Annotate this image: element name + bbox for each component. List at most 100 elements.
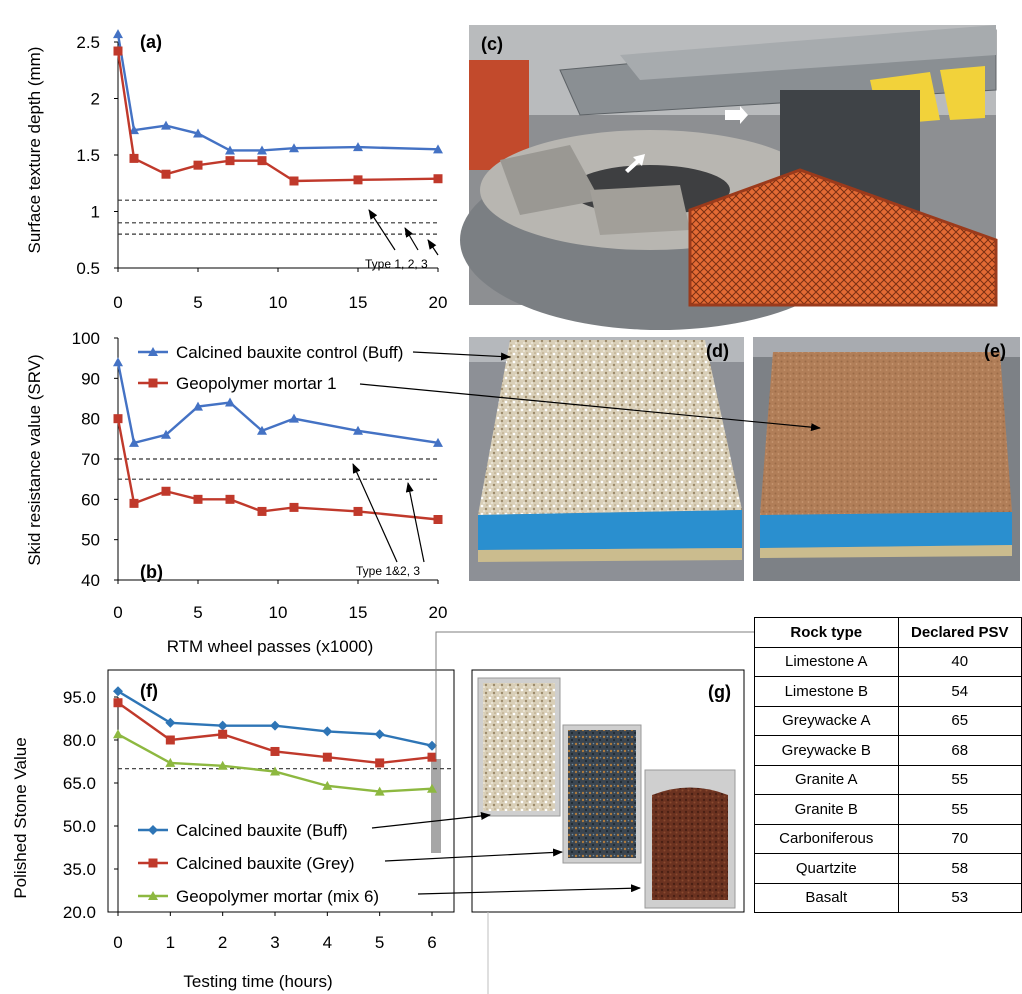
- f-series-2-point: [322, 780, 333, 790]
- b-series-1-point: [353, 506, 363, 516]
- b-series-1-point: [129, 498, 139, 508]
- f-series-1-point: [218, 729, 228, 739]
- a-series-0-point: [161, 120, 171, 130]
- f-series-0-point: [374, 729, 385, 740]
- f-series-1-point: [270, 746, 280, 756]
- f-legend-label: Calcined bauxite (Buff): [176, 821, 348, 840]
- f-x-tick-label: 6: [427, 933, 436, 952]
- a-y-tick-label: 1: [91, 203, 100, 222]
- f-series-2-point: [427, 783, 437, 793]
- b-threshold-annotation: Type 1&2, 3: [356, 564, 420, 578]
- psv-table-header-declared-psv: Declared PSV: [897, 617, 1022, 648]
- panel-d-label: (d): [706, 341, 729, 361]
- panel-c-label: (c): [481, 34, 503, 54]
- b-series-0-point: [193, 401, 203, 411]
- b-series-0-point: [289, 413, 299, 423]
- panel-e-label: (e): [984, 341, 1006, 361]
- rock-type-cell: Granite A: [754, 764, 899, 795]
- f-x-tick-label: 3: [270, 933, 279, 952]
- psv-cell: 65: [897, 705, 1022, 736]
- a-x-tick-label: 15: [349, 293, 368, 312]
- f-x-tick-label: 0: [113, 933, 122, 952]
- table-row: Granite A 55: [754, 764, 1022, 795]
- f-series-0-point: [217, 720, 228, 731]
- a-y-tick-label: 0.5: [76, 259, 100, 278]
- b-y-tick-label: 80: [81, 410, 100, 429]
- f-y-tick-label: 95.0: [63, 688, 96, 707]
- b-series-1-point: [113, 414, 123, 424]
- f-legend-label: Geopolymer mortar (mix 6): [176, 887, 379, 906]
- f-series-2-point: [270, 766, 280, 776]
- rock-type-cell: Greywacke B: [754, 735, 899, 766]
- f-legend-label: Calcined bauxite (Grey): [176, 854, 355, 873]
- a-series-0-line: [116, 33, 439, 152]
- f-series-1-point: [375, 758, 385, 768]
- psv-cell: 40: [897, 646, 1022, 677]
- psv-table: Rock type Declared PSV Limestone A 40 Lim…: [754, 617, 1022, 913]
- a-y-tick-label: 2: [91, 90, 100, 109]
- b-series-1-point: [161, 486, 171, 496]
- b-panel-label: (b): [140, 562, 163, 582]
- b-series-0-point: [433, 437, 443, 447]
- a-series-1-point: [161, 169, 171, 179]
- f-x-tick-label: 4: [323, 933, 332, 952]
- rock-type-cell: Limestone A: [754, 646, 899, 677]
- a-y-tick-label: 1.5: [76, 146, 100, 165]
- b-series-1-point: [257, 506, 267, 516]
- f-y-tick-label: 65.0: [63, 774, 96, 793]
- a-series-1-point: [225, 156, 235, 166]
- rock-type-cell: Granite B: [754, 794, 899, 825]
- b-y-tick-label: 40: [81, 571, 100, 590]
- psv-cell: 53: [897, 882, 1022, 913]
- table-row: Limestone B 54: [754, 676, 1022, 707]
- b-y-tick-label: 90: [81, 369, 100, 388]
- f-panel-label: (f): [140, 681, 158, 701]
- a-series-1-point: [129, 153, 139, 163]
- f-series-2-point: [113, 729, 123, 739]
- f-x-tick-label: 2: [218, 933, 227, 952]
- rock-type-cell: Greywacke A: [754, 705, 899, 736]
- b-series-0-point: [353, 425, 363, 435]
- b-x-tick-label: 20: [429, 603, 448, 622]
- b-series-0-point: [257, 425, 267, 435]
- b-y-tick-label: 100: [72, 329, 100, 348]
- b-x-tick-label: 0: [113, 603, 122, 622]
- b-series-1-point: [433, 515, 443, 524]
- psv-cell: 55: [897, 794, 1022, 825]
- a-series-0-point: [289, 143, 299, 153]
- b-y-tick-label: 50: [81, 531, 100, 550]
- a-series-0-point: [193, 128, 203, 138]
- psv-cell: 58: [897, 853, 1022, 884]
- psv-cell: 54: [897, 676, 1022, 707]
- f-legend-marker: [148, 891, 158, 900]
- a-y-axis-label: Surface texture depth (mm): [25, 47, 44, 254]
- a-x-tick-label: 20: [429, 293, 448, 312]
- a-threshold-annotation: Type 1, 2, 3: [365, 257, 428, 271]
- a-series-0-point: [353, 142, 363, 152]
- f-series-0-point: [322, 726, 333, 737]
- a-series-1-point: [113, 46, 123, 56]
- a-series-0-point: [129, 125, 139, 135]
- a-series-0-point: [225, 145, 235, 155]
- b-y-tick-label: 70: [81, 450, 100, 469]
- chart-f: Polished Stone Value Testing time (hours…: [11, 669, 455, 991]
- f-series-1-point: [113, 698, 123, 708]
- f-series-0-point: [427, 740, 437, 751]
- a-series-1-point: [353, 175, 363, 185]
- b-series-1-point: [193, 494, 203, 504]
- connector-arrows: [352, 209, 821, 994]
- a-x-tick-label: 5: [193, 293, 202, 312]
- a-x-tick-label: 10: [269, 293, 288, 312]
- f-series-2-point: [165, 757, 176, 767]
- a-panel-label: (a): [140, 32, 162, 52]
- chart-a: Surface texture depth (mm) 0.5 1 1.5 2 2.5 0 5…: [25, 29, 447, 312]
- b-legend-marker: [148, 378, 158, 388]
- f-y-tick-label: 50.0: [63, 817, 96, 836]
- f-y-tick-label: 80.0: [63, 731, 96, 750]
- rock-type-cell: Carboniferous: [754, 823, 899, 854]
- rock-type-cell: Basalt: [754, 882, 899, 913]
- photo-e-geopolymer-slab: (e): [753, 337, 1020, 581]
- b-series-1-point: [225, 494, 235, 504]
- b-legend-label: Geopolymer mortar 1: [176, 374, 337, 393]
